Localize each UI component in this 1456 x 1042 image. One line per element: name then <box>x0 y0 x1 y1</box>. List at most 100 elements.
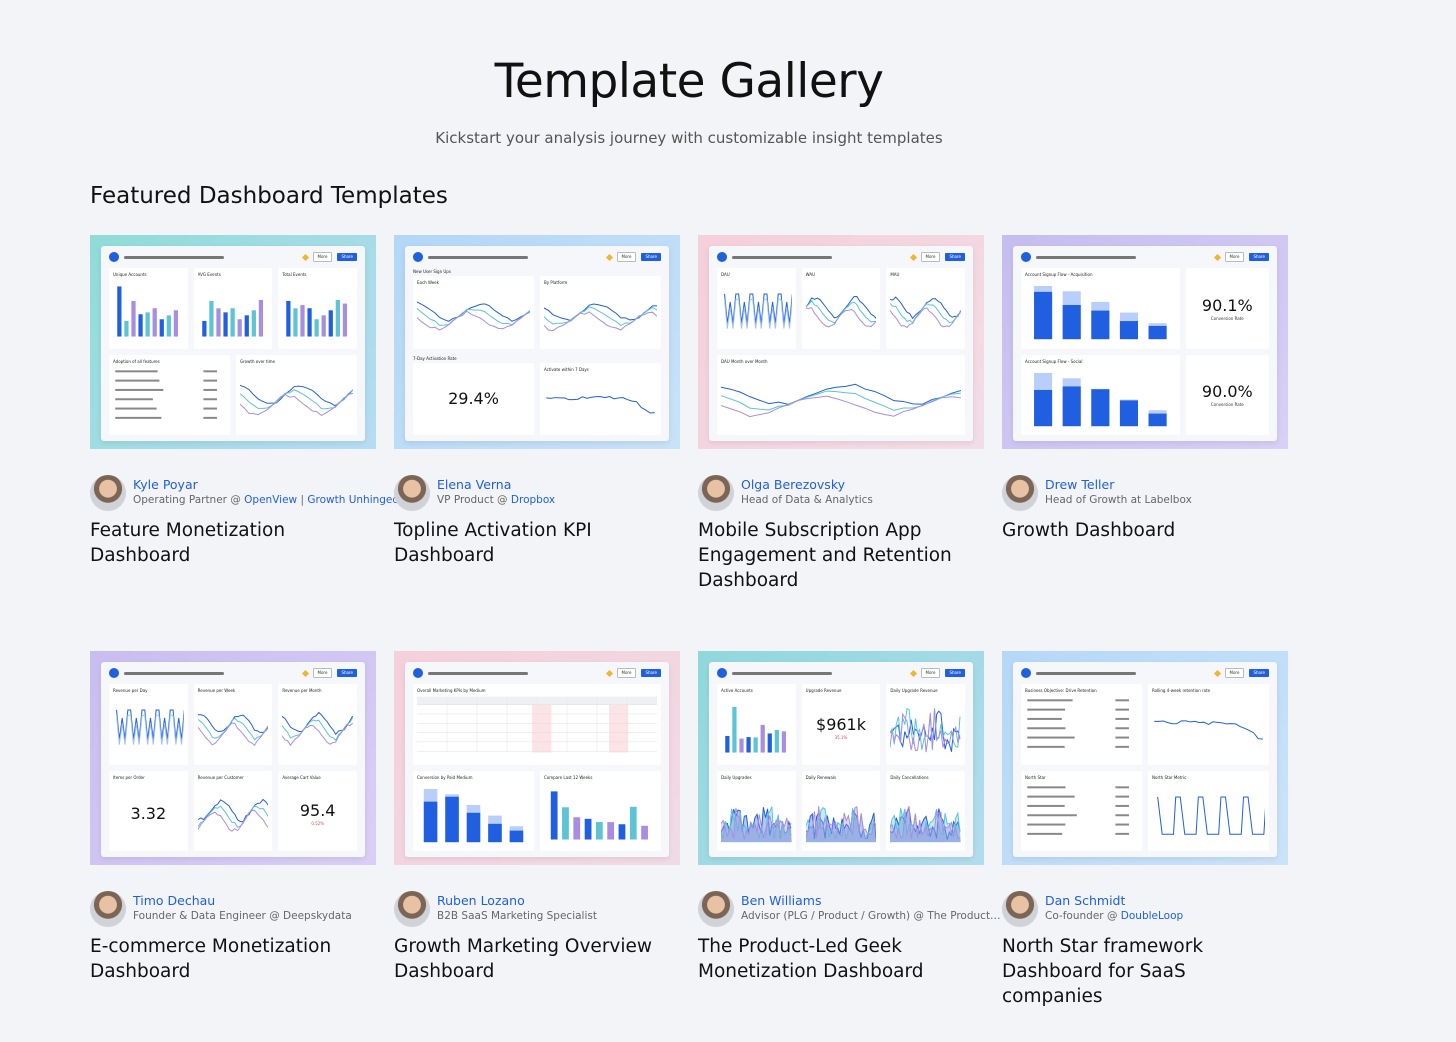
role-link[interactable]: Growth Unhinged <box>307 494 400 506</box>
preview-rows: Overall Marketing KPIs by Medium Conversi… <box>413 684 661 851</box>
list-line <box>1115 813 1129 816</box>
widget-title: North Star Metric <box>1152 774 1187 780</box>
widget-title: Total Events <box>282 272 307 277</box>
card-title[interactable]: Mobile Subscription App Engagement and R… <box>698 520 952 591</box>
template-thumbnail[interactable]: More Share Unique Accounts AVG Events Total … <box>90 235 376 449</box>
template-card[interactable]: More Share Unique Accounts AVG Events Total … <box>90 235 399 568</box>
author-name[interactable]: Elena Verna <box>437 477 512 492</box>
template-thumbnail[interactable]: More Share Business Objective: Drive Reten… <box>1002 651 1288 865</box>
list-line <box>1115 736 1129 739</box>
chart-line <box>890 807 960 837</box>
section-title: Featured Dashboard Templates <box>90 183 448 209</box>
chart-line <box>417 311 530 330</box>
metric-caption: Conversion Rate <box>1210 315 1244 321</box>
template-card[interactable]: More Share Business Objective: Drive Reten… <box>1002 651 1288 1009</box>
preview-rows: DAU WAU MAU DAU Month over Month <box>717 268 966 435</box>
star-icon <box>1213 669 1221 677</box>
widget-row: DAU WAU MAU <box>717 268 966 349</box>
author-name[interactable]: Kyle Poyar <box>133 477 198 492</box>
card-title[interactable]: Growth Dashboard <box>1002 520 1176 541</box>
author-name[interactable]: Dan Schmidt <box>1045 893 1126 908</box>
preview-toolbar: More Share <box>413 246 661 268</box>
template-thumbnail[interactable]: More Share DAU WAU MAU DAU Month over Month <box>698 235 984 449</box>
dashboard-preview: More Share Active Accounts Upgrade Revenue $… <box>709 662 973 857</box>
chart-line <box>282 723 353 745</box>
template-card[interactable]: More Share Account Signup Flow - Acquisiti… <box>1002 235 1288 543</box>
chart-bar <box>237 319 242 337</box>
author-name[interactable]: Olga Berezovsky <box>741 477 846 492</box>
widget-chart <box>115 369 217 419</box>
avatar <box>394 891 430 927</box>
card-title[interactable]: North Star framework Dashboard for SaaS … <box>1002 936 1204 1007</box>
template-card[interactable]: More Share New User Sign Ups Each Week By Pl… <box>394 235 680 568</box>
template-card[interactable]: More Share Revenue per Day Revenue per Week… <box>90 651 376 984</box>
widget: Growth over time <box>236 354 357 435</box>
widget: By Platform <box>540 276 661 349</box>
widget-chart <box>544 373 657 432</box>
widget-title: DAU <box>721 272 730 277</box>
chart-line <box>198 806 269 827</box>
list-line <box>115 407 157 410</box>
list-line <box>115 379 160 382</box>
role-link[interactable]: Dropbox <box>510 494 556 506</box>
author: Kyle Poyar Operating Partner @ OpenView |… <box>90 475 399 511</box>
template-card[interactable]: More Share Overall Marketing KPIs by Mediu… <box>394 651 680 984</box>
widget-title: Revenue per Day <box>113 688 148 693</box>
chart-bar <box>767 733 772 753</box>
template-card[interactable]: More Share DAU WAU MAU DAU Month over Month Ol… <box>698 235 984 593</box>
card-title[interactable]: Feature Monetization Dashboard <box>90 520 286 566</box>
preview-rows: Revenue per Day Revenue per Week Revenue p… <box>109 684 358 851</box>
list-line <box>1027 717 1062 720</box>
page-title: Template Gallery <box>494 54 884 109</box>
author-name[interactable]: Ruben Lozano <box>437 893 525 908</box>
dashboard-preview: More Share Overall Marketing KPIs by Mediu… <box>405 662 669 857</box>
chart-line <box>240 385 353 405</box>
role-link[interactable]: OpenView <box>244 494 298 506</box>
row-label: 7-Day Activation Rate <box>413 355 457 361</box>
title-placeholder <box>124 255 224 259</box>
author-role: Advisor (PLG / Product / Growth) @ The P… <box>741 909 1001 924</box>
card-title[interactable]: Topline Activation KPI Dashboard <box>394 520 592 566</box>
preview-toolbar: More Share <box>717 662 965 684</box>
card-title[interactable]: The Product-Led Geek Monetization Dashbo… <box>698 936 924 982</box>
role-link[interactable]: DoubleLoop <box>1120 910 1184 922</box>
card-title[interactable]: Growth Marketing Overview Dashboard <box>394 936 653 982</box>
widget-chart <box>544 286 657 345</box>
widget-title: Growth over time <box>240 358 275 364</box>
logo <box>1021 252 1031 262</box>
title-placeholder <box>1036 255 1136 259</box>
role-text: | <box>297 494 308 506</box>
widget: North Star <box>1021 770 1142 851</box>
preview-rows: Active Accounts Upgrade Revenue $961k 35.1%… <box>717 684 966 851</box>
more-button: More <box>312 252 333 262</box>
author-name[interactable]: Ben Williams <box>741 893 822 908</box>
widget-chart <box>890 694 961 761</box>
template-thumbnail[interactable]: More Share Active Accounts Upgrade Revenue $… <box>698 651 984 865</box>
widget-chart <box>550 790 648 840</box>
metric: 29.4% <box>417 367 530 432</box>
card-title[interactable]: E-commerce Monetization Dashboard <box>90 936 332 982</box>
share-button: Share <box>945 669 965 677</box>
template-thumbnail[interactable]: More Share Revenue per Day Revenue per Week… <box>90 651 376 865</box>
chart-line <box>198 718 269 740</box>
widget: Items per Order 3.32 <box>109 770 188 851</box>
widget: 90.0% Conversion Rate <box>1185 354 1269 435</box>
widget-chart <box>1152 694 1265 761</box>
author-name[interactable]: Timo Dechau <box>133 893 216 908</box>
chart-bar <box>607 821 615 840</box>
template-thumbnail[interactable]: More Share Overall Marketing KPIs by Mediu… <box>394 651 680 865</box>
author-name[interactable]: Drew Teller <box>1045 477 1115 492</box>
template-thumbnail[interactable]: More Share Account Signup Flow - Acquisiti… <box>1002 235 1288 449</box>
chart-line <box>721 391 961 410</box>
template-card[interactable]: More Share Active Accounts Upgrade Revenue $… <box>698 651 1001 984</box>
author-role: B2B SaaS Marketing Specialist <box>437 909 597 924</box>
chart-bar <box>1119 321 1139 340</box>
chart-line <box>806 308 877 327</box>
template-thumbnail[interactable]: More Share New User Sign Ups Each Week By Pl… <box>394 235 680 449</box>
author-info: Kyle Poyar Operating Partner @ OpenView |… <box>133 475 399 511</box>
chart-bar <box>629 806 637 840</box>
widget: Unique Accounts <box>109 268 188 349</box>
widget-chart <box>721 278 792 345</box>
preview-toolbar: More Share <box>109 246 357 268</box>
list-line <box>203 407 217 410</box>
